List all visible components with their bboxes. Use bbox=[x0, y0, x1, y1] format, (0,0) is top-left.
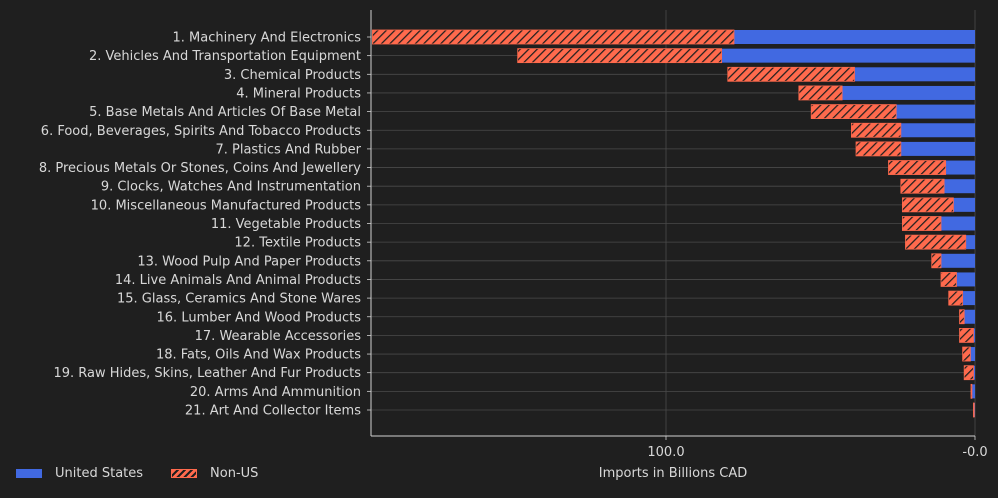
bar-non-us bbox=[948, 290, 964, 306]
legend-item-non-us: Non-US bbox=[171, 466, 258, 481]
bar-united-states bbox=[970, 347, 975, 362]
category-label: 15. Glass, Ceramics And Stone Wares bbox=[117, 292, 361, 307]
bar-united-states bbox=[900, 141, 975, 156]
bar-non-us bbox=[970, 383, 973, 399]
category-label: 19. Raw Hides, Skins, Leather And Fur Pr… bbox=[53, 366, 361, 381]
category-label: 9. Clocks, Watches And Instrumentation bbox=[101, 180, 361, 195]
category-label: 18. Fats, Oils And Wax Products bbox=[156, 348, 361, 363]
labels: 1. Machinery And Electronics 2. Vehicles … bbox=[39, 31, 988, 482]
bar-united-states bbox=[953, 197, 975, 212]
category-label: 7. Plastics And Rubber bbox=[215, 142, 361, 157]
bar-united-states bbox=[962, 291, 975, 306]
category-label: 16. Lumber And Wood Products bbox=[157, 310, 362, 325]
bar-non-us bbox=[888, 160, 947, 175]
legend-label-non-us: Non-US bbox=[210, 466, 259, 481]
bar-non-us bbox=[855, 141, 902, 157]
bar-united-states bbox=[721, 48, 975, 63]
bars bbox=[372, 29, 975, 418]
bar-non-us bbox=[901, 197, 954, 213]
bar-united-states bbox=[733, 30, 975, 44]
bar-united-states bbox=[854, 67, 975, 82]
bar-non-us bbox=[940, 272, 957, 287]
bar-non-us bbox=[372, 29, 735, 45]
bar-non-us bbox=[962, 346, 971, 362]
bar-non-us bbox=[810, 104, 897, 119]
category-label: 6. Food, Beverages, Spirits And Tobacco … bbox=[41, 124, 361, 139]
category-label: 12. Textile Products bbox=[234, 236, 361, 251]
bar-united-states bbox=[944, 179, 975, 194]
bar-non-us bbox=[959, 309, 965, 325]
bar-non-us bbox=[727, 66, 855, 82]
legend-item-us: United States bbox=[16, 466, 143, 481]
bar-non-us bbox=[931, 253, 942, 269]
category-label: 3. Chemical Products bbox=[224, 68, 361, 83]
category-label: 8. Precious Metals Or Stones, Coins And … bbox=[39, 161, 361, 176]
legend-swatch-us bbox=[16, 469, 42, 478]
legend-label-us: United States bbox=[55, 466, 144, 481]
bar-non-us bbox=[901, 216, 942, 231]
bar-non-us bbox=[959, 327, 974, 343]
bar-united-states bbox=[941, 253, 975, 268]
category-label: 20. Arms And Ammunition bbox=[190, 385, 361, 400]
bar-non-us bbox=[851, 122, 902, 138]
category-label: 21. Art And Collector Items bbox=[185, 404, 361, 419]
category-label: 11. Vegetable Products bbox=[211, 217, 361, 232]
category-label: 2. Vehicles And Transportation Equipment bbox=[89, 49, 361, 64]
x-axis-label: Imports in Billions CAD bbox=[599, 466, 747, 481]
bar-united-states bbox=[941, 216, 975, 231]
grid bbox=[371, 10, 976, 436]
category-label: 4. Mineral Products bbox=[236, 86, 361, 101]
bar-united-states bbox=[973, 328, 975, 343]
x-tick-label: 100.0 bbox=[647, 445, 684, 460]
legend: United States Non-US bbox=[16, 466, 286, 481]
category-label: 13. Wood Pulp And Paper Products bbox=[137, 254, 361, 269]
bar-non-us bbox=[798, 85, 843, 101]
bar-non-us bbox=[900, 178, 945, 194]
bar-united-states bbox=[973, 365, 975, 380]
axes bbox=[367, 10, 976, 440]
bar-non-us bbox=[963, 365, 974, 381]
bar-united-states bbox=[965, 235, 975, 250]
bar-united-states bbox=[956, 272, 975, 287]
category-label: 5. Base Metals And Articles Of Base Meta… bbox=[89, 105, 361, 120]
bar-united-states bbox=[896, 104, 975, 119]
category-label: 14. Live Animals And Animal Products bbox=[115, 273, 361, 288]
category-label: 1. Machinery And Electronics bbox=[173, 31, 362, 46]
category-label: 17. Wearable Accessories bbox=[195, 329, 362, 344]
bar-united-states bbox=[842, 85, 975, 100]
legend-swatch-non-us bbox=[171, 469, 198, 478]
bar-united-states bbox=[964, 309, 975, 324]
bar-united-states bbox=[945, 160, 975, 175]
bar-united-states bbox=[971, 384, 975, 399]
bar-non-us bbox=[517, 48, 723, 64]
category-label: 10. Miscellaneous Manufactured Products bbox=[91, 198, 362, 213]
bar-united-states bbox=[900, 123, 975, 138]
x-tick-label: -0.0 bbox=[962, 445, 987, 460]
bar-non-us bbox=[973, 402, 975, 418]
bar-non-us bbox=[905, 234, 967, 250]
